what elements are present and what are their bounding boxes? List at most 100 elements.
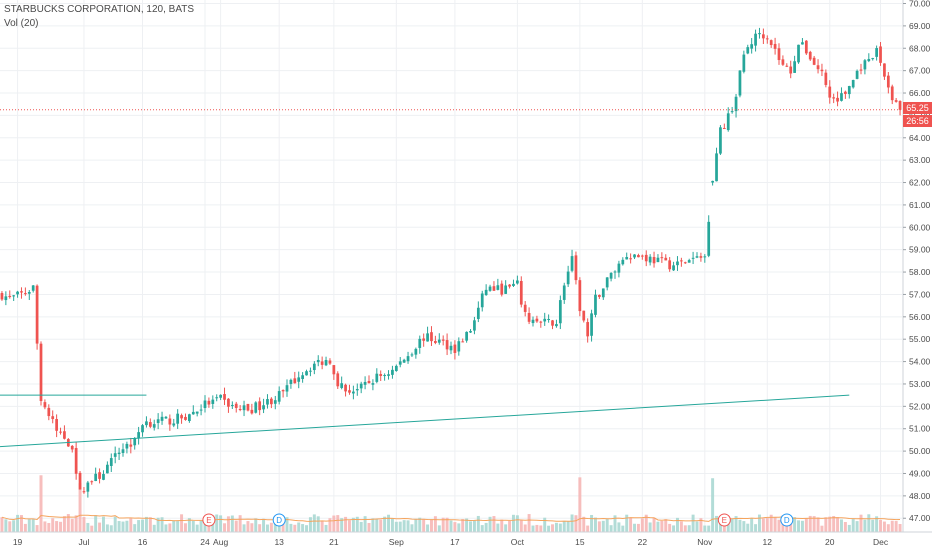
price-tick-label: 62.00 [909,178,931,188]
volume-bar [570,514,574,532]
grid [0,0,902,532]
candle [648,254,652,266]
candle-body [855,70,859,79]
candle [851,79,855,89]
candle [726,107,730,132]
candle-body [890,86,894,101]
volume-bar [203,519,207,532]
candle [215,394,219,402]
volume-bar [457,523,461,532]
candle [875,45,878,61]
candle [574,251,578,285]
volume-bar [12,520,16,532]
candle-body [594,294,597,315]
volume-bar [675,517,679,532]
candle [547,314,550,323]
candle-body [394,365,398,371]
volume-bar [504,524,508,532]
volume-bar [242,524,246,532]
volume-bar [894,521,898,532]
candle [855,69,859,80]
event-marker[interactable]: E [717,513,731,527]
price-tick-label: 51.00 [909,424,931,434]
candle [312,361,316,375]
candle-body [24,293,27,295]
candle-body [492,286,496,291]
volume-bar [816,517,820,532]
candle [808,50,812,61]
volume-bar [742,521,746,532]
volume-bar [488,516,492,532]
candle-body [508,284,511,287]
candle [457,337,461,356]
candle-body [762,34,765,39]
volume-bar [660,521,664,532]
volume-bar [129,518,133,532]
candle-body [106,464,109,474]
event-marker[interactable]: D [780,513,794,527]
candle-body [633,254,636,258]
candle-body [254,402,258,413]
volume-ma-line [1,514,901,522]
candle [273,395,277,410]
candle [238,405,242,412]
candle [289,378,293,389]
candle [137,426,140,445]
event-marker[interactable]: E [202,513,216,527]
volume-bar [633,523,637,532]
volume-bar [375,519,379,532]
candle [24,287,27,296]
candle-body [523,304,527,312]
candle [734,93,738,118]
candle-body [98,472,101,479]
volume-bar [363,516,367,532]
candle [773,37,777,55]
volume-bar [804,518,808,532]
trend-line [0,394,850,448]
candle [383,373,386,381]
volume-bar [246,521,250,532]
volume-bar [472,520,476,532]
volume-bar [398,521,402,532]
candle [754,29,757,52]
candle [484,284,488,296]
drawings[interactable] [0,109,902,448]
candle [254,401,258,414]
candle [0,291,4,301]
candle [145,416,148,428]
candle-body [328,360,332,364]
candle-body [797,44,800,63]
candle-body [804,40,808,54]
candle [469,329,472,334]
candle [886,72,890,94]
volume-bar [777,519,781,532]
candles[interactable] [0,27,902,498]
candle-body [51,416,55,420]
candle-body [410,354,414,356]
volume-bar [94,515,98,532]
volume-indicator-label[interactable]: Vol (20) [4,18,39,29]
event-marker[interactable]: D [272,513,286,527]
candle-body [496,285,500,290]
volume-bar [164,524,168,532]
volume-bar [656,521,660,532]
volume-bar [636,523,640,532]
candle [43,399,47,410]
candle [890,84,894,105]
volume-bar [332,515,336,532]
candle-body [836,97,839,102]
candle [551,319,554,330]
event-marker-letter: D [276,516,282,525]
volume-bar [199,520,203,532]
candle-body [566,271,570,285]
candle [262,398,265,414]
candle [496,278,500,291]
volume-bar [191,520,195,532]
volume-bar [687,525,691,532]
volume-bar [215,514,219,532]
candle-body [297,377,301,382]
candle [894,97,898,103]
candle-body [875,48,878,57]
